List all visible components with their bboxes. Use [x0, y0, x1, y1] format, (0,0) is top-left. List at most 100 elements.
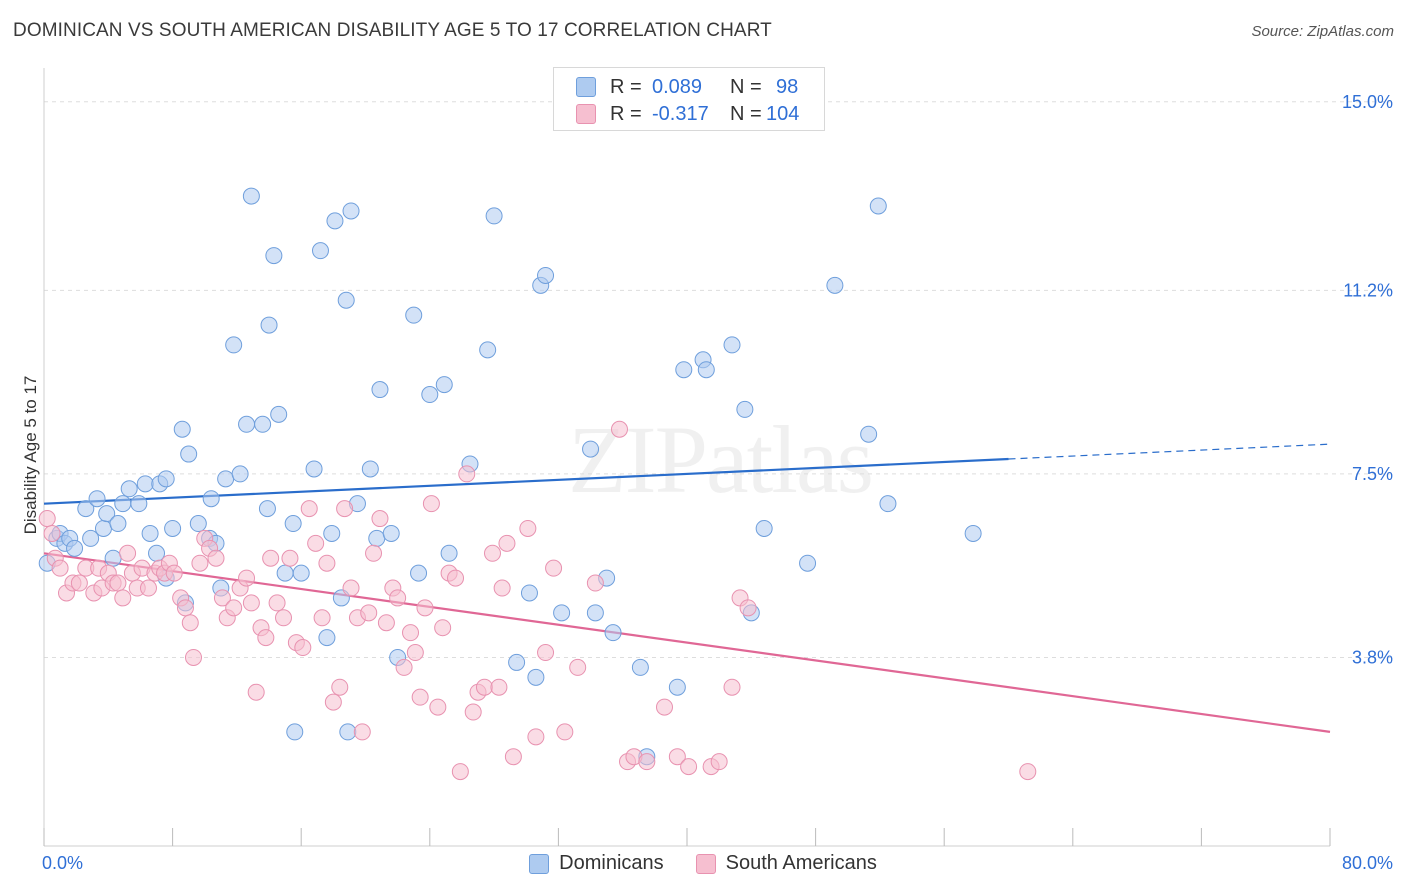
- south-americans-point: [451, 763, 469, 781]
- dominicans-point: [736, 400, 754, 418]
- south-americans-point: [43, 524, 61, 542]
- south-americans-point: [475, 678, 493, 696]
- south-americans-point: [434, 619, 452, 637]
- r-label: R =: [610, 75, 642, 98]
- south-americans-point: [490, 678, 508, 696]
- south-americans-point: [377, 614, 395, 632]
- dominicans-point: [164, 519, 182, 537]
- south-americans-swatch: [576, 104, 596, 124]
- south-americans-point: [422, 495, 440, 513]
- dominicans-point: [238, 415, 256, 433]
- south-americans-trend-line: [43, 552, 1331, 733]
- dominicans-point: [242, 187, 260, 205]
- south-americans-point: [242, 594, 260, 612]
- south-americans-point: [406, 644, 424, 662]
- dominicans-point: [586, 604, 604, 622]
- south-americans-point: [247, 683, 265, 701]
- source-label: Source: ZipAtlas.com: [1251, 23, 1394, 40]
- south-americans-point: [739, 599, 757, 617]
- south-americans-point: [429, 698, 447, 716]
- south-americans-point: [300, 500, 318, 518]
- dominicans-point: [826, 276, 844, 294]
- series-legend: Dominicans South Americans: [0, 852, 1406, 875]
- south-americans-point: [114, 589, 132, 607]
- dominicans-point: [697, 361, 715, 379]
- stats-legend: R = 0.089 N = 98 R = -0.317 N = 104: [553, 67, 825, 131]
- south-americans-point: [139, 579, 157, 597]
- dominicans-point: [479, 341, 497, 359]
- south-americans-swatch: [695, 853, 716, 874]
- dominicans-point: [342, 202, 360, 220]
- dominicans-point: [604, 624, 622, 642]
- dominicans-point: [421, 386, 439, 404]
- south-americans-point: [504, 748, 522, 766]
- dominicans-point: [77, 500, 95, 518]
- r-label: R =: [610, 102, 642, 125]
- dominicans-point: [311, 242, 329, 260]
- n-value: 98: [776, 75, 799, 98]
- y-tick-label: 15.0%: [1342, 92, 1393, 112]
- dominicans-point: [668, 678, 686, 696]
- south-americans-point: [313, 609, 331, 627]
- dominicans-point: [258, 500, 276, 518]
- dominicans-point: [157, 470, 175, 488]
- dominicans-point: [141, 524, 159, 542]
- south-americans-point: [331, 678, 349, 696]
- dominicans-point: [869, 197, 887, 215]
- south-americans-point: [268, 594, 286, 612]
- dominicans-point: [114, 495, 132, 513]
- south-americans-point: [262, 549, 280, 567]
- dominicans-point: [520, 584, 538, 602]
- dominicans-point: [755, 519, 773, 537]
- south-americans-point: [176, 599, 194, 617]
- south-americans-point: [336, 500, 354, 518]
- dominicans-point: [265, 247, 283, 265]
- y-tick-label: 11.2%: [1343, 280, 1393, 300]
- dominicans-point: [130, 495, 148, 513]
- dominicans-point: [173, 420, 191, 438]
- dominicans-point: [231, 465, 249, 483]
- south-americans-point: [371, 510, 389, 528]
- dominicans-point: [189, 515, 207, 533]
- south-americans-point: [238, 569, 256, 587]
- south-americans-point: [493, 579, 511, 597]
- dominicans-point: [508, 653, 526, 671]
- dominicans-point: [537, 266, 555, 284]
- dominicans-point: [120, 480, 138, 498]
- south-americans-point: [294, 639, 312, 657]
- dominicans-point: [225, 336, 243, 354]
- r-value: 0.089: [652, 75, 703, 98]
- dominicans-point: [405, 306, 423, 324]
- south-americans-point: [70, 574, 88, 592]
- south-americans-point: [537, 644, 555, 662]
- dominicans-point: [368, 529, 386, 547]
- south-americans-point: [464, 703, 482, 721]
- n-label: N =: [730, 75, 762, 98]
- south-americans-point: [638, 753, 656, 771]
- south-americans-point: [416, 599, 434, 617]
- legend-item-dominicans: Dominicans: [529, 852, 664, 875]
- dominicans-point: [270, 405, 288, 423]
- dominicans-point: [339, 723, 357, 741]
- south-americans-point: [318, 554, 336, 572]
- y-tick-label: 3.8%: [1352, 647, 1393, 667]
- south-americans-point: [353, 723, 371, 741]
- r-value: -0.317: [652, 102, 709, 125]
- south-americans-point: [527, 728, 545, 746]
- dominicans-point: [582, 440, 600, 458]
- dominicans-point: [202, 490, 220, 508]
- dominicans-point: [964, 524, 982, 542]
- x-tick-label-max: 80.0%: [1341, 853, 1393, 873]
- south-americans-point: [655, 698, 673, 716]
- south-americans-point: [723, 678, 741, 696]
- watermark: ZIPatlas: [568, 406, 872, 513]
- dominicans-point: [318, 629, 336, 647]
- south-americans-point: [191, 554, 209, 572]
- chart-title: DOMINICAN VS SOUTH AMERICAN DISABILITY A…: [13, 20, 772, 41]
- south-americans-point: [360, 604, 378, 622]
- south-americans-point: [109, 574, 127, 592]
- south-americans-point: [1019, 763, 1037, 781]
- dominicans-point: [675, 361, 693, 379]
- south-americans-point: [38, 510, 56, 528]
- south-americans-point: [395, 658, 413, 676]
